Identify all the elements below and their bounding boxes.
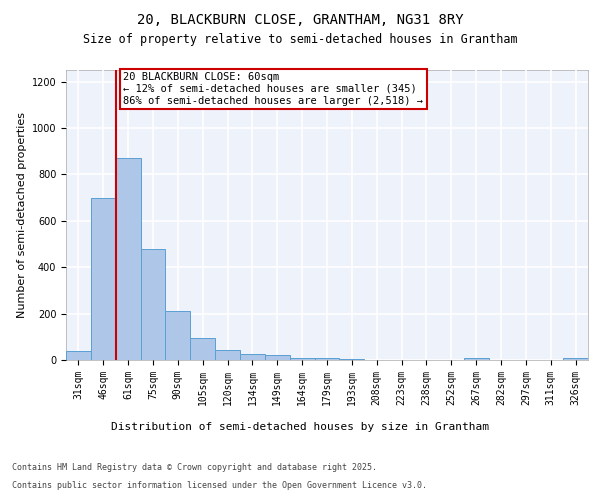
Bar (166, 312, 190, 360)
Bar (140, 248, 166, 360)
Text: Contains HM Land Registry data © Crown copyright and database right 2025.: Contains HM Land Registry data © Crown c… (12, 464, 377, 472)
Y-axis label: Number of semi-detached properties: Number of semi-detached properties (17, 112, 28, 318)
Bar (240, 354, 265, 360)
Bar (91, 198, 116, 360)
Bar (563, 358, 588, 360)
Bar (290, 358, 314, 360)
Bar (215, 350, 240, 360)
Bar (314, 358, 340, 360)
Bar (66, 350, 91, 360)
Text: 20 BLACKBURN CLOSE: 60sqm
← 12% of semi-detached houses are smaller (345)
86% of: 20 BLACKBURN CLOSE: 60sqm ← 12% of semi-… (123, 72, 423, 106)
Bar (116, 158, 140, 360)
Bar (265, 356, 290, 360)
Bar (464, 358, 488, 360)
Text: Size of property relative to semi-detached houses in Grantham: Size of property relative to semi-detach… (83, 32, 517, 46)
Text: Distribution of semi-detached houses by size in Grantham: Distribution of semi-detached houses by … (111, 422, 489, 432)
Text: 20, BLACKBURN CLOSE, GRANTHAM, NG31 8RY: 20, BLACKBURN CLOSE, GRANTHAM, NG31 8RY (137, 12, 463, 26)
Text: Contains public sector information licensed under the Open Government Licence v3: Contains public sector information licen… (12, 481, 427, 490)
Bar (190, 338, 215, 360)
Bar (340, 359, 364, 360)
